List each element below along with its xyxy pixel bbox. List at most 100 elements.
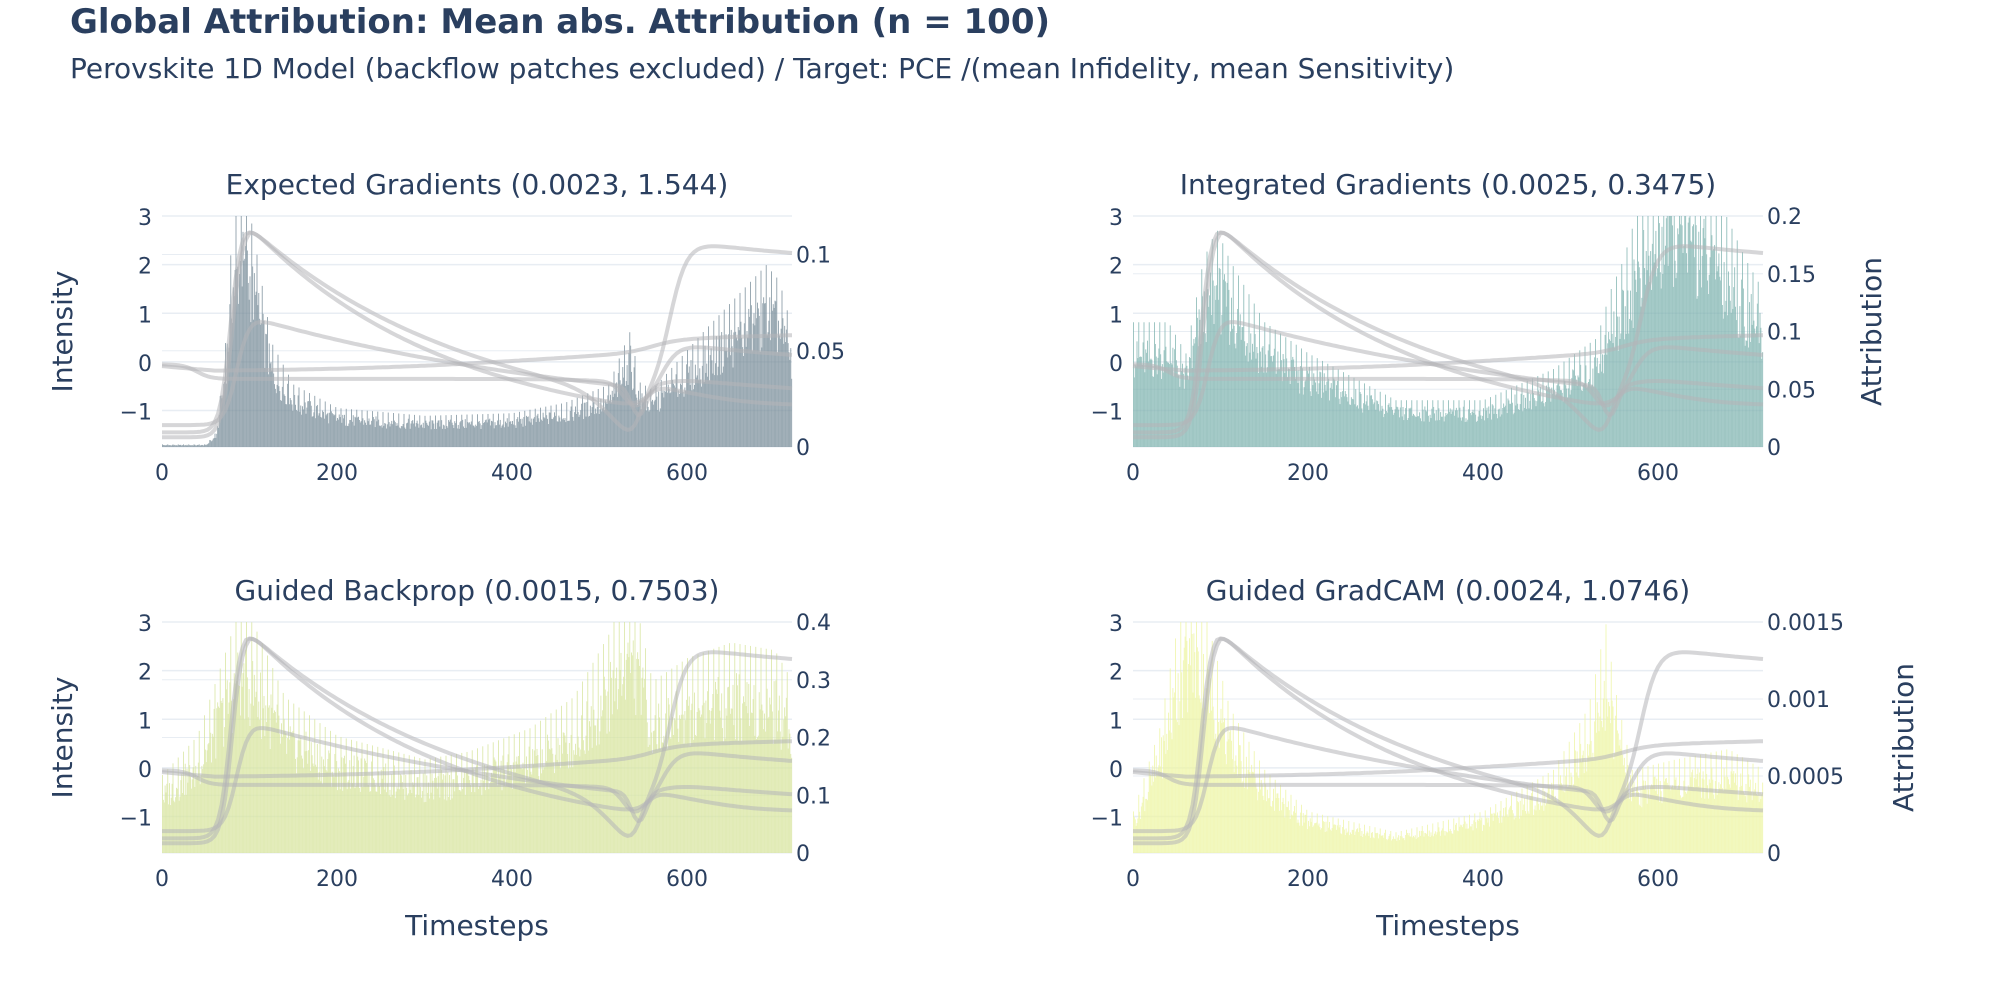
attribution-bar xyxy=(369,791,371,853)
attribution-bar xyxy=(487,413,489,447)
attribution-bar xyxy=(1270,356,1272,447)
attribution-bar xyxy=(1703,218,1705,447)
attribution-bar xyxy=(271,370,273,447)
attribution-bar xyxy=(1183,647,1185,853)
attribution-bar xyxy=(181,445,183,447)
attribution-bar xyxy=(514,425,516,447)
attribution-bar xyxy=(1482,415,1484,447)
attribution-bar xyxy=(1345,828,1347,853)
attribution-bar xyxy=(787,343,789,447)
attribution-bar xyxy=(376,791,378,853)
attribution-bar xyxy=(474,792,476,853)
attribution-bar xyxy=(708,326,709,447)
attribution-bar xyxy=(1417,416,1419,447)
attribution-bar xyxy=(1622,289,1624,447)
attribution-bar xyxy=(1564,381,1566,447)
attribution-bar xyxy=(1642,216,1644,447)
attribution-bar xyxy=(410,423,412,447)
attribution-bar xyxy=(1153,376,1155,447)
attribution-bar xyxy=(1254,776,1256,853)
attribution-bar xyxy=(1309,391,1311,447)
attribution-bar xyxy=(1490,807,1491,853)
attribution-bar xyxy=(1335,824,1337,853)
attribution-bar xyxy=(650,673,652,853)
attribution-bar xyxy=(1677,788,1679,853)
attribution-bar xyxy=(491,772,492,853)
attribution-bar xyxy=(1621,719,1623,853)
attribution-bar xyxy=(469,422,471,447)
attribution-bar xyxy=(485,772,487,853)
attribution-bar xyxy=(250,703,252,853)
attribution-bar xyxy=(1414,835,1416,853)
attribution-bar xyxy=(558,415,560,447)
attribution-bar xyxy=(1724,776,1726,853)
attribution-bar xyxy=(774,739,776,853)
attribution-bar xyxy=(1133,322,1134,447)
attribution-bar xyxy=(424,415,426,447)
attribution-bar xyxy=(662,742,664,853)
attribution-bar xyxy=(320,416,322,447)
attribution-bar xyxy=(721,693,723,853)
attribution-bar xyxy=(526,769,528,853)
attribution-bar xyxy=(184,763,186,853)
attribution-bar xyxy=(1494,813,1496,853)
attribution-bar xyxy=(251,223,253,447)
intensity-curve xyxy=(161,768,793,814)
attribution-bar xyxy=(1485,410,1487,447)
attribution-bar xyxy=(1281,381,1283,447)
attribution-bar xyxy=(1498,408,1500,447)
attribution-bar xyxy=(1745,340,1747,447)
attribution-bar xyxy=(1263,372,1265,447)
attribution-bar xyxy=(450,415,452,447)
attribution-bar xyxy=(1530,393,1532,447)
attribution-bar xyxy=(1451,833,1453,853)
attribution-bar xyxy=(461,752,463,853)
attribution-bar xyxy=(194,444,196,447)
attribution-bar xyxy=(1477,416,1479,447)
intensity-curve xyxy=(161,333,792,373)
attribution-bar xyxy=(624,622,625,853)
attribution-bar xyxy=(208,442,210,447)
attribution-bar xyxy=(347,426,349,447)
attribution-bar xyxy=(1397,837,1399,853)
attribution-bar xyxy=(342,790,344,853)
attribution-bar xyxy=(1169,325,1171,447)
attribution-bar xyxy=(705,700,707,853)
attribution-bar xyxy=(303,390,305,447)
attribution-bar xyxy=(719,336,721,447)
attribution-bar xyxy=(281,736,283,853)
attribution-bar xyxy=(1723,768,1725,853)
attribution-bar xyxy=(539,421,541,447)
attribution-bar xyxy=(324,726,326,853)
attribution-bar xyxy=(505,423,507,447)
attribution-bar xyxy=(378,419,380,447)
attribution-bar xyxy=(677,728,679,853)
attribution-bar xyxy=(1545,401,1547,447)
attribution-bar xyxy=(1714,798,1715,853)
attribution-bar xyxy=(1266,367,1268,447)
attribution-bar xyxy=(582,740,584,853)
attribution-bar xyxy=(1516,385,1518,447)
attribution-bar xyxy=(502,755,504,853)
attribution-bar xyxy=(1286,358,1288,447)
attribution-bar xyxy=(178,800,180,853)
attribution-bar xyxy=(1354,835,1356,853)
attribution-bar xyxy=(406,787,408,853)
attribution-bar xyxy=(735,739,737,853)
attribution-bar xyxy=(391,420,393,447)
attribution-bar xyxy=(373,419,375,447)
attribution-bar xyxy=(661,392,663,447)
attribution-bar xyxy=(403,753,405,853)
attribution-bar xyxy=(1726,749,1728,853)
attribution-bar xyxy=(1441,830,1442,853)
attribution-bar xyxy=(1368,410,1370,447)
attribution-bar xyxy=(1177,673,1179,853)
attribution-bar xyxy=(1470,415,1472,447)
attribution-bar xyxy=(174,802,176,853)
attribution-bar xyxy=(1301,825,1303,853)
attribution-bar xyxy=(474,427,476,447)
attribution-bar xyxy=(1390,830,1392,853)
attribution-bar xyxy=(1761,794,1763,853)
attribution-bar xyxy=(1167,362,1169,447)
attribution-bar xyxy=(1474,813,1476,853)
